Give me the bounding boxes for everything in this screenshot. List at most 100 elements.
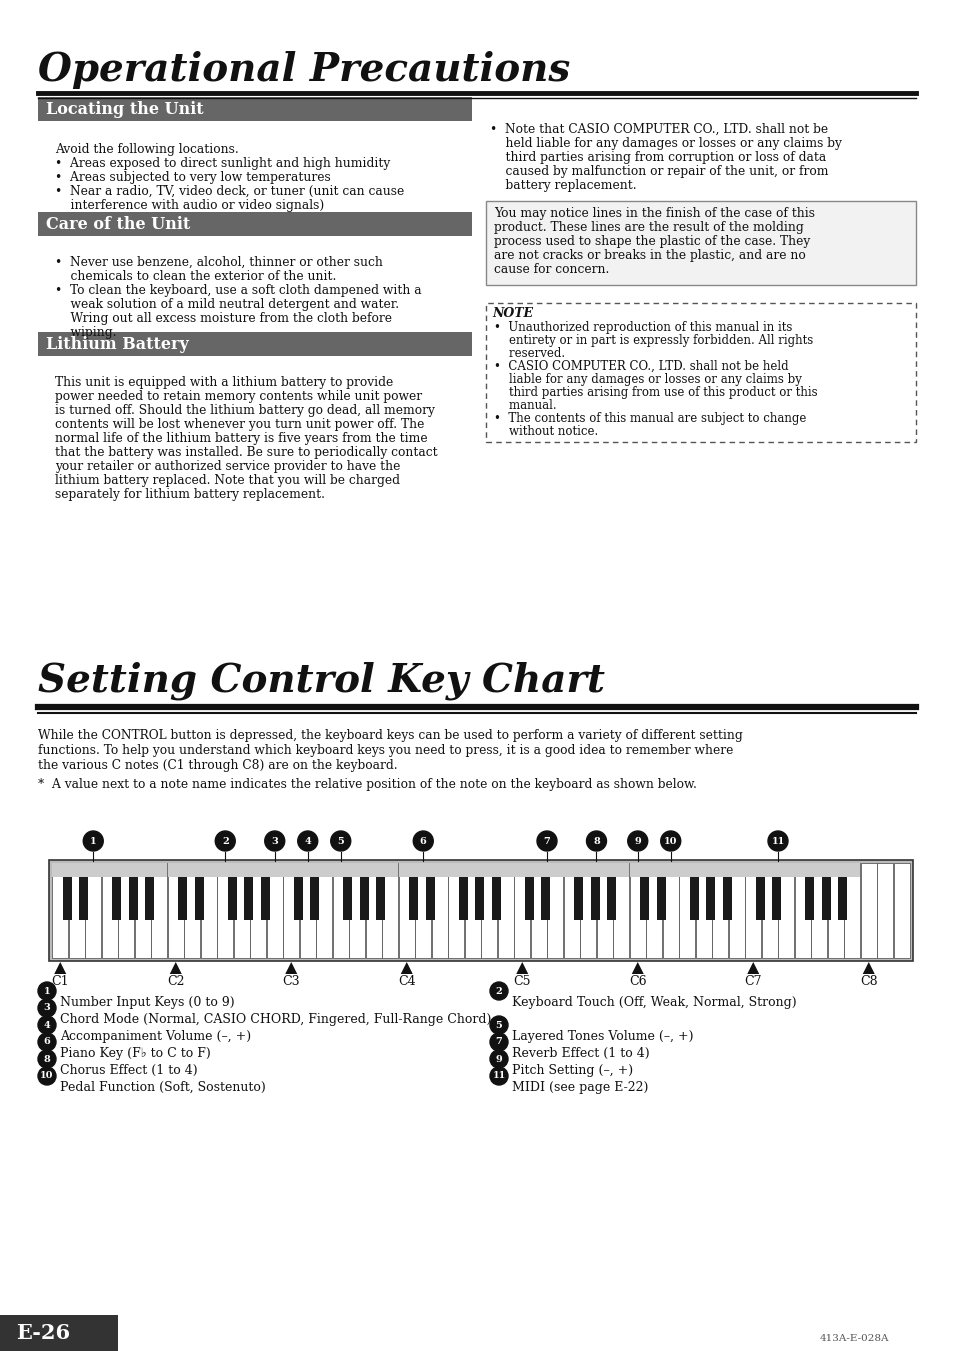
Bar — [38, 332, 472, 357]
Bar — [112, 863, 121, 920]
Text: 4: 4 — [304, 836, 311, 846]
Bar — [250, 863, 266, 958]
Bar — [695, 863, 711, 958]
Text: •  Near a radio, TV, video deck, or tuner (unit can cause: • Near a radio, TV, video deck, or tuner… — [55, 185, 404, 199]
Bar — [398, 863, 513, 877]
Polygon shape — [170, 962, 182, 974]
Bar — [497, 863, 513, 958]
Circle shape — [38, 998, 56, 1017]
Bar — [365, 863, 381, 958]
Text: •  Areas exposed to direct sunlight and high humidity: • Areas exposed to direct sunlight and h… — [55, 157, 390, 170]
Text: 4: 4 — [44, 1020, 51, 1029]
Text: that the battery was installed. Be sure to periodically contact: that the battery was installed. Be sure … — [55, 446, 437, 459]
Bar — [778, 863, 793, 958]
Text: 3: 3 — [44, 1004, 51, 1012]
Text: You may notice lines in the finish of the case of this: You may notice lines in the finish of th… — [494, 207, 814, 220]
Bar — [485, 201, 915, 285]
Polygon shape — [285, 962, 297, 974]
Text: Reverb Effect (1 to 4): Reverb Effect (1 to 4) — [512, 1047, 649, 1061]
Bar — [228, 863, 236, 920]
Text: 11: 11 — [771, 836, 783, 846]
Bar — [184, 863, 200, 958]
Bar — [310, 863, 319, 920]
Bar — [349, 863, 365, 958]
Text: 7: 7 — [496, 1038, 502, 1047]
Text: Lithium Battery: Lithium Battery — [46, 336, 189, 353]
Polygon shape — [746, 962, 759, 974]
Text: Pedal Function (Soft, Sostenuto): Pedal Function (Soft, Sostenuto) — [60, 1081, 266, 1094]
Bar — [85, 863, 101, 958]
Bar — [744, 863, 860, 877]
Text: 5: 5 — [337, 836, 344, 846]
Text: 11: 11 — [492, 1071, 505, 1081]
Bar — [152, 863, 167, 958]
Text: without notice.: without notice. — [494, 426, 598, 438]
FancyBboxPatch shape — [485, 303, 915, 442]
Circle shape — [38, 1016, 56, 1034]
Bar — [63, 863, 71, 920]
Text: 1: 1 — [44, 986, 51, 996]
Bar — [514, 863, 629, 877]
Circle shape — [490, 1034, 507, 1051]
Polygon shape — [631, 962, 643, 974]
Bar — [168, 863, 282, 877]
Bar — [316, 863, 332, 958]
Text: 9: 9 — [634, 836, 640, 846]
Bar — [662, 863, 678, 958]
Bar — [563, 863, 579, 958]
Bar — [728, 863, 744, 958]
Text: MIDI (see page E-22): MIDI (see page E-22) — [512, 1081, 648, 1094]
Bar — [343, 863, 352, 920]
Text: •  CASIO COMPUTER CO., LTD. shall not be held: • CASIO COMPUTER CO., LTD. shall not be … — [494, 359, 788, 373]
Bar — [877, 863, 892, 958]
Text: is turned off. Should the lithium battery go dead, all memory: is turned off. Should the lithium batter… — [55, 404, 435, 417]
Bar — [458, 863, 467, 920]
Bar — [432, 863, 447, 958]
Bar — [656, 863, 665, 920]
Text: Care of the Unit: Care of the Unit — [46, 216, 190, 232]
Bar — [524, 863, 534, 920]
Bar — [491, 863, 500, 920]
Bar — [118, 863, 134, 958]
Bar — [597, 863, 612, 958]
Circle shape — [490, 1050, 507, 1069]
Bar — [590, 863, 599, 920]
Bar — [860, 863, 876, 958]
Bar — [194, 863, 204, 920]
Bar — [398, 863, 415, 958]
Bar — [645, 863, 661, 958]
Bar — [260, 863, 270, 920]
Bar — [629, 863, 645, 958]
Text: 6: 6 — [419, 836, 426, 846]
Circle shape — [331, 831, 351, 851]
Bar — [168, 863, 184, 958]
Bar — [810, 863, 826, 958]
Text: 8: 8 — [44, 1055, 51, 1063]
Bar — [267, 863, 282, 958]
Text: C1: C1 — [51, 975, 69, 988]
Bar — [838, 863, 846, 920]
Polygon shape — [54, 962, 66, 974]
Circle shape — [83, 831, 103, 851]
Text: manual.: manual. — [494, 399, 556, 412]
Polygon shape — [400, 962, 413, 974]
Text: 1: 1 — [90, 836, 96, 846]
Text: chemicals to clean the exterior of the unit.: chemicals to clean the exterior of the u… — [55, 270, 336, 282]
Bar — [893, 863, 909, 958]
Bar — [481, 863, 497, 958]
Bar — [283, 863, 299, 958]
Bar — [425, 863, 435, 920]
Bar — [52, 863, 68, 958]
Circle shape — [537, 831, 557, 851]
Bar — [200, 863, 216, 958]
Circle shape — [490, 982, 507, 1000]
Bar — [579, 863, 596, 958]
Text: 2: 2 — [496, 986, 502, 996]
Text: Piano Key (F♭ to C to F): Piano Key (F♭ to C to F) — [60, 1047, 211, 1061]
Bar — [639, 863, 649, 920]
Text: power needed to retain memory contents while unit power: power needed to retain memory contents w… — [55, 390, 421, 403]
Bar — [464, 863, 480, 958]
Bar — [333, 863, 349, 958]
Bar — [722, 863, 731, 920]
Circle shape — [297, 831, 317, 851]
